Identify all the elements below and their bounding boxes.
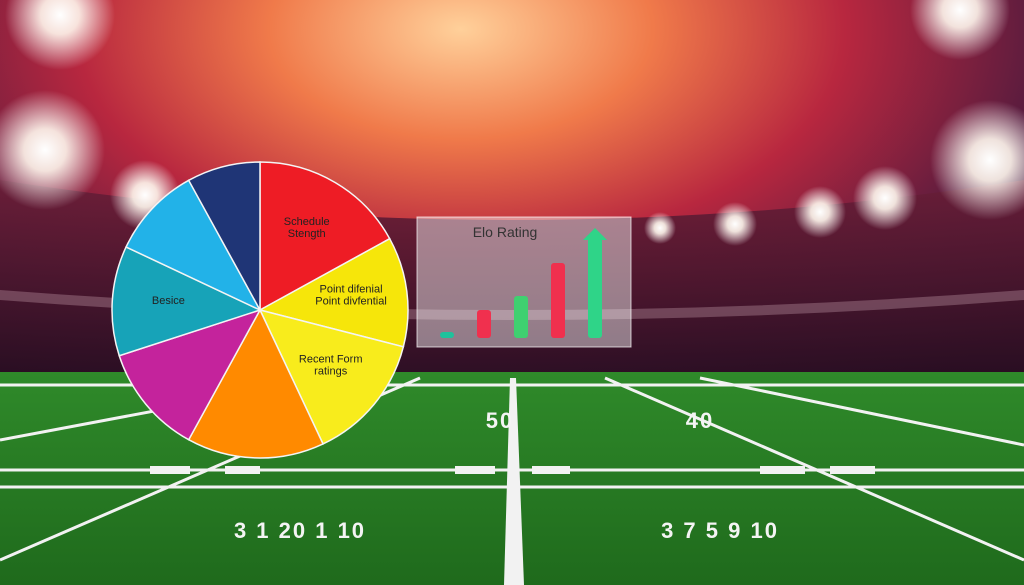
pie-slice	[259, 161, 391, 312]
yard-number: 50	[486, 408, 514, 433]
pie-slice	[118, 308, 262, 441]
pie-chart: Schedule Stength Point difenial Point divfe…	[111, 161, 409, 459]
bar-arrow	[583, 228, 607, 240]
bar	[514, 296, 528, 338]
pie-slice	[187, 161, 261, 311]
yard-number: 3 7 5 9 10	[661, 518, 779, 543]
pie-label: Point difenial Point divfential	[315, 283, 387, 307]
elo-panel: Elo Rating	[416, 216, 632, 348]
bar	[477, 310, 491, 338]
pie-label: Schedule Stength	[284, 216, 330, 240]
pie-slice	[258, 308, 405, 445]
pie-slice	[125, 179, 262, 312]
pie-slice	[111, 245, 263, 357]
bar	[551, 263, 565, 338]
pie-slice	[187, 308, 325, 459]
hash-marks	[150, 466, 875, 474]
pie-label: Recent Form ratings	[299, 353, 363, 377]
yard-number: 3 1 20 1 10	[234, 518, 366, 543]
bar	[588, 238, 602, 338]
bar	[440, 332, 454, 338]
yard-number: 40	[686, 408, 714, 433]
elo-title: Elo Rating	[473, 224, 538, 240]
pie-label: Besice	[152, 295, 185, 307]
yard-numbers: 50 40 3 1 20 1 10 3 7 5 9 10	[234, 408, 779, 543]
lights	[0, 0, 1024, 246]
pie-slice	[257, 237, 409, 348]
